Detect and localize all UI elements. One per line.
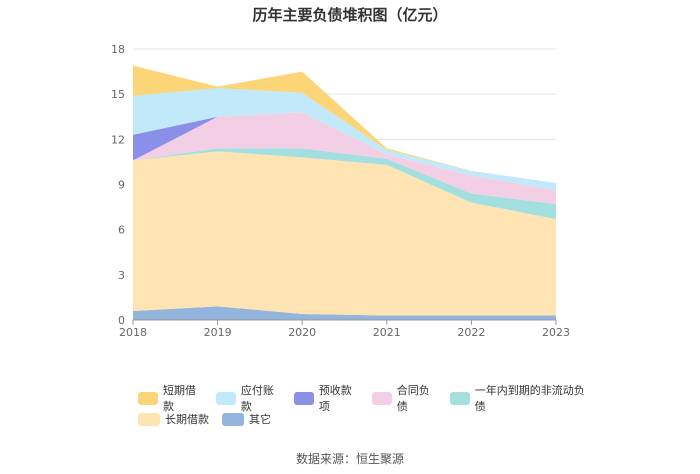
legend-row: 短期借款 应付账款 预收款项 合同负债 一年内到期的非流动负债	[138, 384, 598, 413]
x-tick-label: 2022	[457, 326, 485, 339]
legend-swatch	[215, 391, 236, 405]
legend-swatch	[138, 391, 158, 405]
legend-label: 应付账款	[240, 384, 274, 413]
legend-item[interactable]: 其它	[222, 411, 271, 427]
x-tick-label: 2019	[204, 326, 232, 339]
legend-item[interactable]: 预收款项	[293, 382, 359, 414]
y-tick-label: 18	[111, 43, 125, 56]
legend-swatch	[138, 412, 160, 426]
x-tick-label: 2021	[373, 326, 401, 339]
area-应付账款	[133, 88, 556, 191]
legend-label: 合同负债	[396, 384, 430, 413]
legend-swatch	[293, 391, 314, 405]
chart-title: 历年主要负债堆积图（亿元）	[252, 6, 448, 24]
legend-item[interactable]: 短期借款	[138, 382, 203, 414]
legend-label: 预收款项	[318, 384, 352, 413]
x-tick-label: 2020	[288, 326, 316, 339]
axes: 0 3 6 9 12 15 18 2018 2019 2020 2021 2022 2023	[111, 43, 570, 339]
y-tick-label: 15	[111, 88, 125, 101]
legend-item[interactable]: 一年内到期的非流动负债	[449, 382, 585, 414]
x-tick-label: 2018	[119, 326, 147, 339]
x-tick-label: 2023	[542, 326, 570, 339]
y-tick-label: 3	[118, 269, 125, 282]
legend-swatch	[222, 412, 244, 426]
legend-label: 长期借款	[165, 413, 209, 426]
legend-label: 其它	[249, 413, 271, 426]
y-tick-label: 0	[118, 314, 125, 327]
area-合同负债	[133, 112, 556, 205]
legend: 短期借款 应付账款 预收款项 合同负债 一年内到期的非流动负债 长期借款 其它	[138, 384, 598, 430]
legend-item[interactable]: 应付账款	[215, 382, 281, 414]
area-短期借款	[133, 65, 556, 183]
legend-label: 短期借款	[162, 384, 196, 413]
area-长期借款	[133, 151, 556, 316]
legend-item[interactable]: 合同负债	[371, 382, 437, 414]
area-series	[133, 65, 556, 320]
legend-label: 一年内到期的非流动负债	[474, 384, 585, 413]
legend-swatch	[449, 391, 470, 405]
legend-row: 长期借款 其它	[138, 409, 598, 429]
data-source-note: 数据来源：恒生聚源	[295, 452, 404, 466]
area-一年内到期的非流动负债	[133, 148, 556, 220]
legend-swatch	[371, 391, 392, 405]
y-tick-label: 12	[111, 133, 125, 146]
area-其它	[133, 306, 556, 320]
y-tick-label: 6	[118, 224, 125, 237]
legend-item[interactable]: 长期借款	[138, 411, 209, 427]
y-tick-label: 9	[118, 179, 125, 192]
